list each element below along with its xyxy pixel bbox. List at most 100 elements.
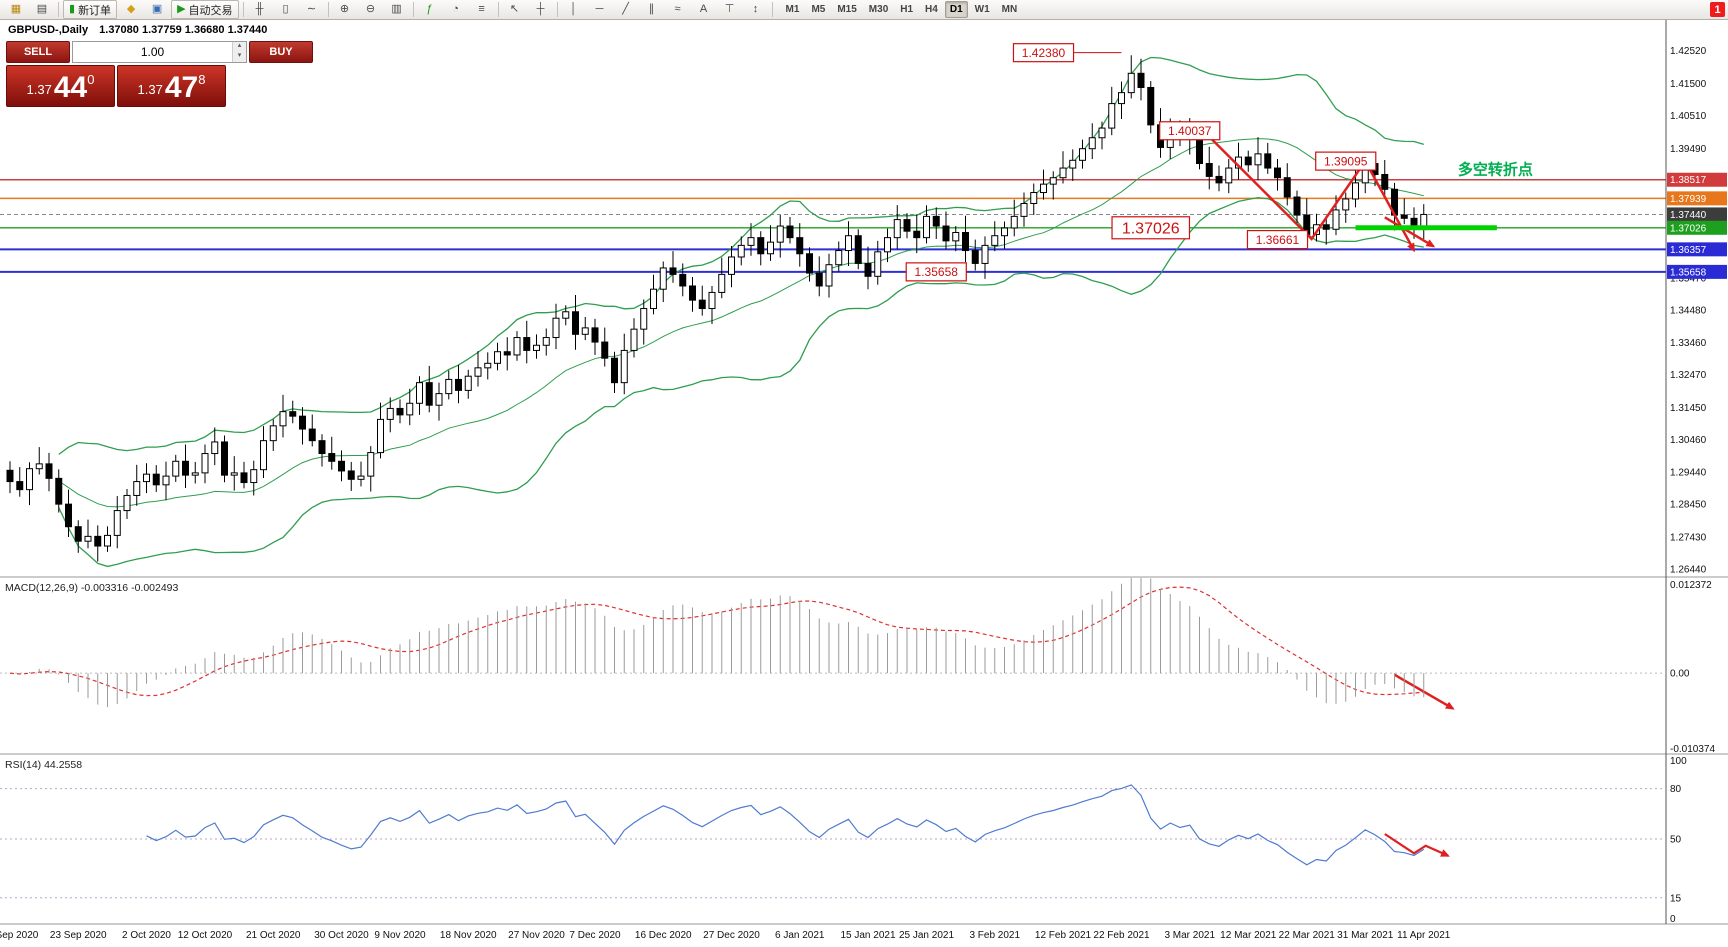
- svg-text:0.00: 0.00: [1670, 669, 1690, 680]
- svg-text:1.39490: 1.39490: [1670, 144, 1707, 155]
- chart-text-annotation[interactable]: 多空转折点: [1458, 160, 1533, 178]
- trend-drawings[interactable]: [1208, 135, 1497, 253]
- timeframe-h1[interactable]: H1: [900, 4, 914, 15]
- svg-text:12 Feb 2021: 12 Feb 2021: [1035, 930, 1092, 941]
- chart-ohlc-readout: 1.37080 1.37759 1.36680 1.37440: [99, 24, 268, 36]
- sell-button[interactable]: SELL: [6, 41, 70, 63]
- buy-button[interactable]: BUY: [249, 41, 313, 63]
- svg-text:100: 100: [1670, 756, 1687, 767]
- svg-text:1.37026: 1.37026: [1122, 221, 1180, 238]
- svg-text:0.012372: 0.012372: [1670, 580, 1712, 591]
- svg-text:1.35470: 1.35470: [1670, 273, 1707, 284]
- deposit-icon: ◆: [126, 3, 136, 15]
- svg-text:15: 15: [1670, 893, 1682, 904]
- svg-text:1.40037: 1.40037: [1168, 124, 1212, 138]
- text-icon[interactable]: A: [692, 0, 716, 19]
- timeframe-m30[interactable]: M30: [868, 4, 889, 15]
- svg-text:1.32470: 1.32470: [1670, 370, 1707, 381]
- volume-decrease-button[interactable]: ▾: [233, 52, 246, 62]
- toolbar-separator: [771, 2, 773, 17]
- fibonacci-icon[interactable]: ≈: [666, 0, 690, 19]
- trendline-icon[interactable]: ╱: [614, 0, 638, 19]
- notification-badge[interactable]: 1: [1710, 2, 1725, 17]
- toolbar-separator: [556, 2, 558, 17]
- one-click-trading-panel: SELL ▴ ▾ BUY 1.37 44 0 1.37 47 8: [6, 41, 313, 107]
- svg-text:1.36357: 1.36357: [1670, 245, 1707, 256]
- text-icon: A: [699, 3, 708, 15]
- cursor-icon[interactable]: ↖: [503, 0, 527, 19]
- svg-text:22 Mar 2021: 22 Mar 2021: [1279, 930, 1336, 941]
- svg-text:11 Apr 2021: 11 Apr 2021: [1397, 930, 1451, 941]
- templates-icon: ≡: [478, 3, 485, 15]
- horizontal-line-icon: ─: [595, 3, 604, 15]
- macd-readout: MACD(12,26,9) -0.003316 -0.002493: [5, 582, 179, 594]
- indicators-icon[interactable]: ƒ: [418, 0, 442, 19]
- reports-icon[interactable]: ▣: [145, 0, 169, 19]
- cursor-icon: ↖: [509, 3, 520, 15]
- svg-text:1.40510: 1.40510: [1670, 111, 1707, 122]
- short-down-arrow[interactable]: [1384, 216, 1436, 248]
- trendline-icon: ╱: [622, 3, 629, 15]
- svg-text:1.26440: 1.26440: [1670, 564, 1707, 575]
- svg-text:16 Dec 2020: 16 Dec 2020: [635, 930, 692, 941]
- horizontal-line-icon[interactable]: ─: [588, 0, 612, 19]
- text-label-icon[interactable]: ⊤: [718, 0, 742, 19]
- timeframe-m15[interactable]: M15: [837, 4, 857, 15]
- timeframe-m1[interactable]: M1: [785, 4, 800, 15]
- svg-text:25 Jan 2021: 25 Jan 2021: [899, 930, 954, 941]
- new-chart-icon[interactable]: ▦: [4, 0, 28, 19]
- bar-chart-icon[interactable]: ╫: [248, 0, 272, 19]
- chart-canvas[interactable]: 1.42380 1.40037 1.39095 1.37026 1.36661 1.356…: [0, 20, 1728, 947]
- volume-field[interactable]: ▴ ▾: [72, 41, 247, 63]
- candle-chart-icon[interactable]: ▯: [274, 0, 298, 19]
- crosshair-icon[interactable]: ┼: [529, 0, 553, 19]
- svg-text:2 Oct 2020: 2 Oct 2020: [122, 930, 171, 941]
- rsi-down-arrow[interactable]: [1384, 833, 1450, 857]
- price-scale[interactable]: 1.42520 1.41500 1.40510 1.39490 1.35470 1.344…: [1667, 46, 1727, 575]
- timeframe-d1[interactable]: D1: [944, 1, 968, 18]
- svg-text:7 Dec 2020: 7 Dec 2020: [569, 930, 621, 941]
- sell-price-panel[interactable]: 1.37 44 0: [6, 65, 115, 107]
- deposit-icon[interactable]: ◆: [119, 0, 143, 19]
- profiles-icon: ▤: [36, 3, 48, 15]
- zoom-out-icon[interactable]: ⊖: [359, 0, 383, 19]
- equidistant-channel-icon[interactable]: ∥: [640, 0, 664, 19]
- vertical-line-icon[interactable]: │: [562, 0, 586, 19]
- profiles-icon[interactable]: ▤: [30, 0, 54, 19]
- new-order-button[interactable]: ▮ 新订单: [63, 0, 118, 19]
- volume-input[interactable]: [73, 42, 232, 62]
- svg-text:1.42520: 1.42520: [1670, 46, 1707, 57]
- line-chart-icon[interactable]: ∼: [300, 0, 324, 19]
- price-callouts[interactable]: 1.42380 1.40037 1.39095 1.37026 1.36661 1.356…: [905, 43, 1377, 282]
- trend-zigzag-arrow[interactable]: [1208, 135, 1416, 253]
- svg-text:22 Feb 2021: 22 Feb 2021: [1093, 930, 1150, 941]
- macd-histogram: [19, 578, 1425, 708]
- new-order-icon: ▮: [69, 3, 76, 15]
- macd-signal-line: [9, 586, 1424, 697]
- timeframe-m5[interactable]: M5: [811, 4, 826, 15]
- zoom-in-icon[interactable]: ⊕: [333, 0, 357, 19]
- timeframe-toolbar: M1 M5 M15 M30 H1 H4 D1 W1 MN: [780, 1, 1024, 18]
- horizontal-level-lines[interactable]: [0, 179, 1666, 273]
- tile-windows-icon[interactable]: ▥: [385, 0, 409, 19]
- tile-windows-icon: ▥: [391, 3, 402, 15]
- timeframe-w1[interactable]: W1: [974, 4, 990, 15]
- arrow-objects-icon[interactable]: ↕: [744, 0, 768, 19]
- autotrading-button[interactable]: ▶ 自动交易: [171, 0, 239, 19]
- templates-icon[interactable]: ≡: [470, 0, 494, 19]
- vertical-line-icon: │: [570, 3, 577, 15]
- rsi-panel: RSI(14) 44.2558 100 80 50 15 0: [0, 756, 1687, 925]
- arrow-objects-icon: ↕: [752, 3, 759, 15]
- svg-text:1.34480: 1.34480: [1670, 305, 1707, 316]
- volume-increase-button[interactable]: ▴: [233, 42, 246, 52]
- autotrading-icon: ▶: [177, 3, 186, 15]
- svg-text:31 Mar 2021: 31 Mar 2021: [1337, 930, 1394, 941]
- periods-icon[interactable]: ◔: [444, 0, 468, 19]
- timeframe-mn[interactable]: MN: [1001, 4, 1018, 15]
- time-scale[interactable]: 14 Sep 2020 23 Sep 2020 2 Oct 2020 12 Oct 2…: [0, 930, 1451, 941]
- timeframe-h4[interactable]: H4: [925, 4, 938, 15]
- svg-text:1.35658: 1.35658: [915, 265, 959, 279]
- buy-price-panel[interactable]: 1.37 47 8: [117, 65, 226, 107]
- zoom-out-icon: ⊖: [365, 3, 376, 15]
- rsi-readout: RSI(14) 44.2558: [5, 759, 82, 771]
